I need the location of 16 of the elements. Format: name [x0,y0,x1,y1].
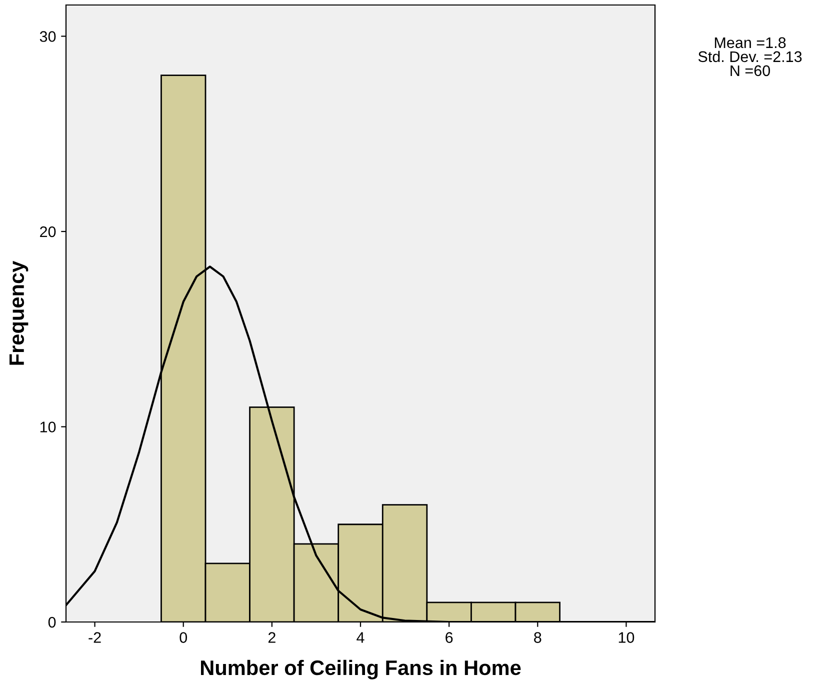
x-tick-label: 4 [356,632,364,643]
x-tick-label: 10 [618,632,634,643]
x-axis-title: Number of Ceiling Fans in Home [201,660,521,680]
y-tick-label: 30 [40,31,56,42]
x-tick-label: -2 [88,632,101,643]
text: Std. Dev. =2.13 [698,50,802,62]
y-tick-label: 0 [48,616,56,628]
text: Mean =1.8 [714,37,786,48]
y-axis-title: Frequency [10,260,28,365]
text: N =60 [730,65,770,76]
x-tick-label: 6 [446,632,453,643]
y-tick-label: 20 [40,226,56,238]
x-tick-label: 2 [268,632,276,643]
x-tick-label: 0 [180,632,188,643]
x-tick-label: 8 [534,632,542,643]
y-tick-label: 10 [40,422,56,432]
